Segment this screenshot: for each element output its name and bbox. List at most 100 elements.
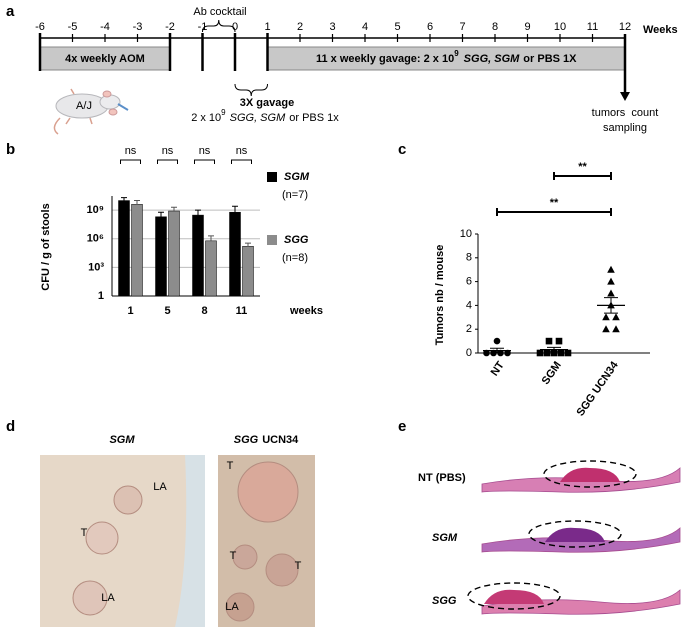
point xyxy=(602,325,610,333)
panel-letter: c xyxy=(398,141,406,158)
annotation: ns xyxy=(125,145,137,157)
error-bar xyxy=(232,205,238,213)
gavage-label: 11 x weekly gavage: 2 x 109 SGG, SGM or PB… xyxy=(316,49,577,65)
error-bar xyxy=(158,211,164,217)
tick-label: 9 xyxy=(524,21,530,33)
bracket xyxy=(194,159,215,164)
photo-label: T xyxy=(81,527,88,539)
x-tick-label: 1 xyxy=(127,305,133,317)
x-tick-label: 8 xyxy=(201,305,207,317)
tick-label: 0 xyxy=(232,21,238,33)
tick-label: 5 xyxy=(394,21,400,33)
suffix: or PBS 1x xyxy=(289,112,339,124)
error-bar xyxy=(134,200,140,205)
tick-label: -2 xyxy=(165,21,175,33)
legend-label: SGG xyxy=(284,234,309,246)
tick-label: -5 xyxy=(68,21,78,33)
y-axis-label: Tumors nb / mouse xyxy=(434,245,446,346)
tick-label: 12 xyxy=(619,21,631,33)
point xyxy=(607,289,615,297)
error-bar xyxy=(245,242,251,247)
sem-bar xyxy=(604,297,618,314)
x-tick-label: SGG UCN34 xyxy=(575,359,622,419)
point xyxy=(555,337,563,345)
strains: SGG, SGM xyxy=(230,112,286,124)
histology-label: SGG xyxy=(432,595,457,607)
point xyxy=(607,277,615,285)
y-axis-label: CFU / g of stools xyxy=(40,203,52,290)
tumor-region xyxy=(560,467,620,482)
pre-gavage-text: 2 x 109 SGG, SGM or PBS 1x xyxy=(191,108,339,124)
strain: SGG xyxy=(234,434,259,446)
legend-label: SGM xyxy=(284,171,310,183)
photo-label: T xyxy=(230,550,237,562)
endpoint: sampling xyxy=(603,122,647,134)
photo-title: SGM xyxy=(109,434,135,446)
y-tick-label: 10⁹ xyxy=(87,204,104,216)
mouse-label: A/J xyxy=(76,100,92,112)
photo-label: T xyxy=(295,560,302,572)
tick-label: 10 xyxy=(554,21,566,33)
significance-bracket xyxy=(496,208,612,216)
brace xyxy=(202,19,236,33)
tick-label: -4 xyxy=(100,21,110,33)
point xyxy=(607,265,615,273)
point xyxy=(557,349,565,357)
legend-swatch xyxy=(267,235,277,245)
sem-bar xyxy=(490,347,504,354)
tumor-outline xyxy=(467,582,561,610)
y-tick-label: 10³ xyxy=(88,261,104,273)
bar xyxy=(155,216,167,297)
legend-n: (n=7) xyxy=(282,189,308,201)
tumor xyxy=(237,461,299,523)
point xyxy=(543,349,551,357)
error-bar xyxy=(121,197,127,201)
bar xyxy=(118,200,130,297)
annotation: ns xyxy=(162,145,174,157)
tick-label: -1 xyxy=(198,21,208,33)
tumor xyxy=(265,553,299,587)
pre-gavage-title: 3X gavage xyxy=(240,97,294,109)
bar xyxy=(168,210,180,297)
exponent: 9 xyxy=(454,49,459,58)
tumor-region xyxy=(484,589,544,604)
tick-label: 1 xyxy=(264,21,270,33)
tumor-outline xyxy=(543,460,637,488)
photo-label: LA xyxy=(153,481,167,493)
tumor xyxy=(113,485,143,515)
exponent: 9 xyxy=(221,108,226,117)
bar xyxy=(131,204,143,297)
point xyxy=(564,349,572,357)
text: 11 x weekly gavage: 2 x 10 xyxy=(316,53,454,65)
y-tick-label: 2 xyxy=(466,323,472,335)
histology-label: NT (PBS) xyxy=(418,472,466,484)
tick-label: 6 xyxy=(427,21,433,33)
point xyxy=(536,349,544,357)
bar xyxy=(205,240,217,297)
point xyxy=(483,349,490,357)
error-bar xyxy=(195,209,201,216)
x-tick-label: SGM xyxy=(540,360,564,387)
legend-swatch xyxy=(267,172,277,182)
y-tick-label: 10 xyxy=(460,228,472,240)
point xyxy=(602,313,610,321)
tumor xyxy=(232,544,258,570)
tick-label: 2 xyxy=(297,21,303,33)
point xyxy=(550,349,558,357)
axis-label: Weeks xyxy=(643,24,678,36)
tick-label: -6 xyxy=(35,21,45,33)
legend-n: (n=8) xyxy=(282,252,308,264)
tick-label: 11 xyxy=(587,21,598,33)
mouse-illustration xyxy=(53,88,129,135)
y-tick-label: 4 xyxy=(466,299,472,311)
tick-label: 4 xyxy=(362,21,368,33)
arrow-head xyxy=(620,92,630,101)
panel-letter: b xyxy=(6,141,15,158)
y-tick-label: 10⁶ xyxy=(87,233,104,245)
point xyxy=(612,313,620,321)
x-tick-label: 11 xyxy=(236,305,248,317)
point xyxy=(504,349,511,357)
endpoint: tumors count xyxy=(592,107,659,119)
strain-id: UCN34 xyxy=(262,434,299,446)
significance-label: ** xyxy=(550,197,559,209)
